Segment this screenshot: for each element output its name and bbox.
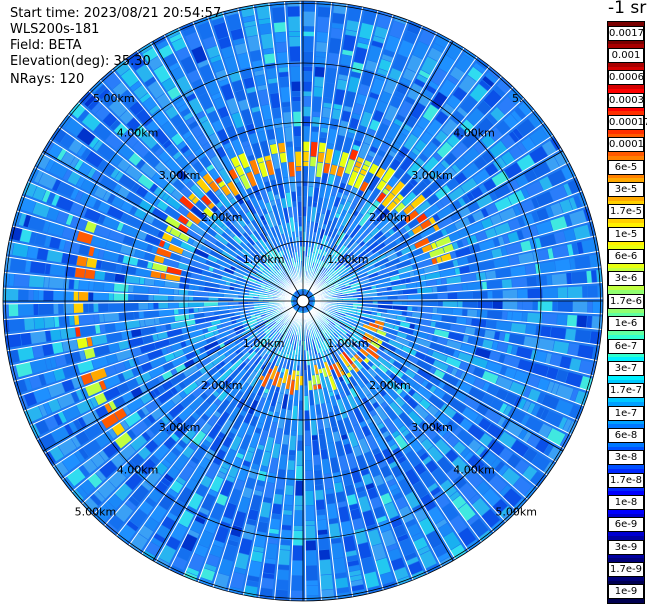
range-ring-label-top-left: 5.00km [93,92,135,105]
range-ring-label: 3.00km [411,169,453,182]
range-rings [2,0,604,602]
colorbar-tick-label: 1.7e-7 [608,383,644,399]
colorbar-tick-label: 3e-9 [608,539,644,555]
ray-gaps [3,1,603,601]
colorbar-tick-label: 3e-5 [608,182,644,198]
colorbar-tick-label: 0.0017 [608,25,644,41]
range-ring-label: 4.00km [117,127,159,140]
range-ring-label: 4.00km [453,463,495,476]
range-ring-label-top-right: 5. [512,92,523,105]
elevation-text: Elevation(deg): 35.30 [10,54,151,69]
colorbar-tick-label: 3e-7 [608,360,644,376]
azimuth-spoke [302,300,454,562]
colorbar-tick-label: 3e-8 [608,450,644,466]
azimuth-spoke [302,300,564,452]
azimuth-spoke [152,300,304,562]
range-ring-label: 4.00km [117,463,159,476]
range-ring-label: 2.00km [369,379,411,392]
colorbar-tick-label: 1e-8 [608,494,644,510]
colorbar-tick-label: 1.7e-8 [608,472,644,488]
range-ring-label: 4.00km [453,127,495,140]
colorbar: 0.0017 0.001 0.0006 0.0003 0.00017 0.0001 6e-5… [607,21,647,604]
ppi-scan-svg: 1.00km 1.00km 1.00km 1.00km 2.00km 2.00km 2.00… [2,0,604,602]
colorbar-tick-label: 0.0001 [608,137,644,153]
azimuth-spoke [42,150,304,302]
unit-label: -1 sr [608,0,647,18]
colorbar-tick-label: 1e-6 [608,316,644,332]
range-ring-label: 1.00km [243,337,285,350]
colorbar-tick-label: 3e-6 [608,271,644,287]
range-ring-label: 1.00km [327,253,369,266]
colorbar-tick-label: 0.0006 [608,70,644,86]
ppi-cells [3,1,603,601]
colorbar-tick-label: 1.7e-5 [608,204,644,220]
range-ring-label: 2.00km [201,211,243,224]
colorbar-tick-label: 6e-5 [608,159,644,175]
azimuth-spoke [302,150,564,302]
azimuth-spoke [42,300,304,452]
colorbar-tick-label: 1e-5 [608,226,644,242]
field-text: Field: BETA [10,38,82,53]
colorbar-tick-label: 6e-9 [608,517,644,533]
colorbar-tick-label: 6e-7 [608,338,644,354]
center-marker [296,294,310,308]
range-ring-label: 2.00km [369,211,411,224]
range-ring-label: 1.00km [327,337,369,350]
range-ring-label: 1.00km [243,253,285,266]
range-ring-label: 3.00km [411,421,453,434]
colorbar-tick-label: 0.00017 [608,115,647,131]
ring-labels: 1.00km 1.00km 1.00km 1.00km 2.00km 2.00km 2.00… [75,92,537,518]
nrays-text: NRays: 120 [10,72,85,87]
range-ring-label: 3.00km [159,169,201,182]
azimuth-spoke [302,40,454,302]
colorbar-tick-label: 6e-8 [608,427,644,443]
colorbar-tick-label: 6e-6 [608,249,644,265]
range-ring-label: 5.00km [75,505,117,518]
colorbar-tick-label: 1e-7 [608,405,644,421]
range-ring-label: 3.00km [159,421,201,434]
colorbar-tick-label: 0.0003 [608,92,644,108]
start-time-text: Start time: 2023/08/21 20:54:57 [10,6,222,21]
colorbar-tick-label: 1e-9 [608,584,644,600]
colorbar-tick-label: 1.7e-6 [608,293,644,309]
colorbar-tick-label: 1.7e-9 [608,561,644,577]
azimuth-spoke [152,40,304,302]
range-ring-label: 2.00km [201,379,243,392]
instrument-text: WLS200s-181 [10,22,100,37]
colorbar-tick-label: 0.001 [608,48,644,64]
range-ring-label: 5.00km [495,505,537,518]
